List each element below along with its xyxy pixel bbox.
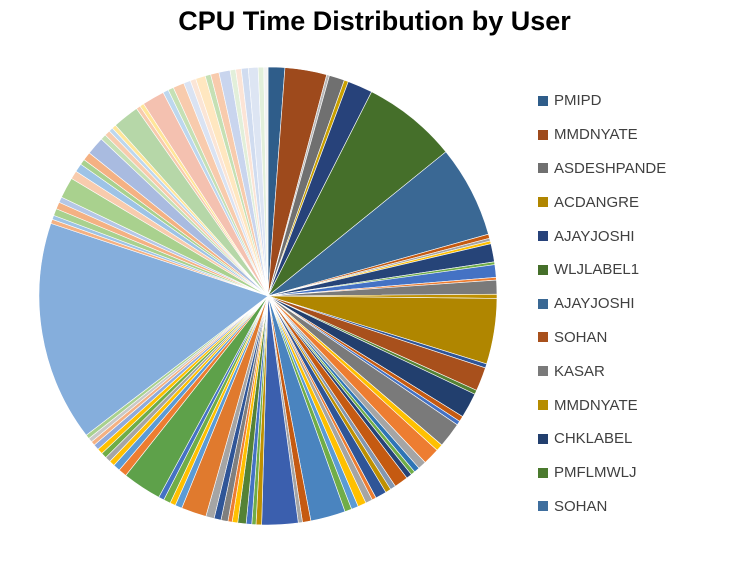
legend-label: PMIPD [554,92,602,110]
legend-swatch [538,163,548,174]
pie-slice-104 [263,66,269,297]
legend-swatch [538,231,548,242]
legend-label: MMDNYATE [554,126,638,144]
legend-swatch [538,433,548,444]
legend-item: ASDESHPANDE [538,152,666,186]
legend-label: PMFLMWLJ [554,464,637,482]
legend-item: ACDANGRE [538,185,666,219]
legend-label: SOHAN [554,497,608,515]
legend-item: SOHAN [538,321,666,355]
legend-item: PMFLMWLJ [538,456,666,490]
legend-label: SOHAN [554,328,608,346]
legend-item: WLJLABEL1 [538,253,666,287]
legend-label: ACDANGRE [554,193,640,211]
legend-item: AJAYJOSHI [538,287,666,321]
legend-item: MMDNYATE [538,118,666,152]
legend-label: CHKLABEL [554,430,633,448]
legend: PMIPD MMDNYATE ASDESHPANDE ACDANGRE AJAYJOSH… [538,84,666,523]
legend-item: SOHAN [538,490,666,524]
legend-label: MMDNYATE [554,396,638,414]
legend-swatch [538,501,548,512]
legend-swatch [538,197,548,208]
legend-item: PMIPD [538,84,666,118]
pie-slice-70 [38,222,269,436]
legend-item: AJAYJOSHI [538,219,666,253]
chart-title: CPU Time Distribution by User [178,6,571,36]
legend-swatch [538,264,548,275]
legend-label: AJAYJOSHI [554,227,635,245]
legend-swatch [538,298,548,309]
legend-swatch [538,467,548,478]
legend-label: AJAYJOSHI [554,295,635,313]
legend-swatch [538,129,548,140]
legend-label: WLJLABEL1 [554,261,640,279]
legend-swatch [538,332,548,343]
legend-swatch [538,95,548,106]
legend-swatch [538,366,548,377]
legend-item: MMDNYATE [538,388,666,422]
legend-swatch [538,400,548,411]
legend-label: KASAR [554,362,605,380]
legend-item: CHKLABEL [538,422,666,456]
legend-label: ASDESHPANDE [554,159,667,177]
legend-item: KASAR [538,354,666,388]
